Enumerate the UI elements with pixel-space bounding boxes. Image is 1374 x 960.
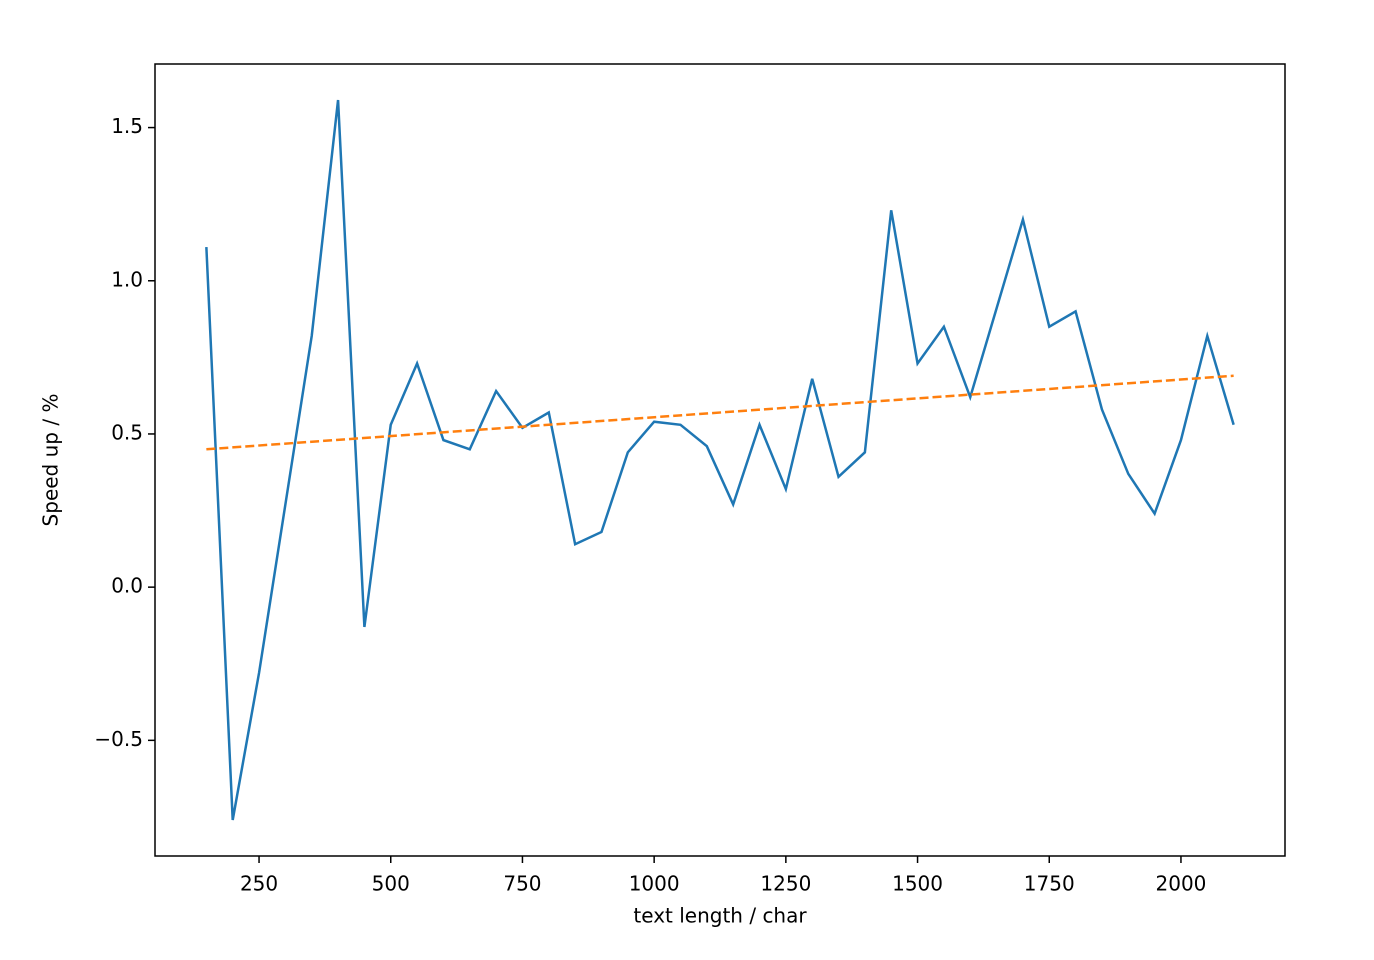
x-axis-label: text length / char (633, 904, 807, 928)
data-line (206, 374, 1234, 451)
x-tick-label: 1250 (760, 872, 811, 896)
x-tick-label: 250 (240, 872, 278, 896)
y-axis-label: Speed up / % (39, 394, 63, 527)
data-line (205, 99, 1235, 821)
plot-frame (154, 63, 1286, 857)
y-tick-label: 0.0 (111, 574, 143, 598)
x-tick-label: 1000 (629, 872, 680, 896)
y-tick-label: −0.5 (94, 727, 143, 751)
x-tick-label: 2000 (1156, 872, 1207, 896)
x-tick-label: 750 (503, 872, 541, 896)
x-tick-label: 1500 (892, 872, 943, 896)
y-tick-label: 1.5 (111, 114, 143, 138)
y-tick-label: 0.5 (111, 420, 143, 444)
x-tick-label: 1750 (1024, 872, 1075, 896)
y-tick-label: 1.0 (111, 267, 143, 291)
x-tick-label: 500 (372, 872, 410, 896)
